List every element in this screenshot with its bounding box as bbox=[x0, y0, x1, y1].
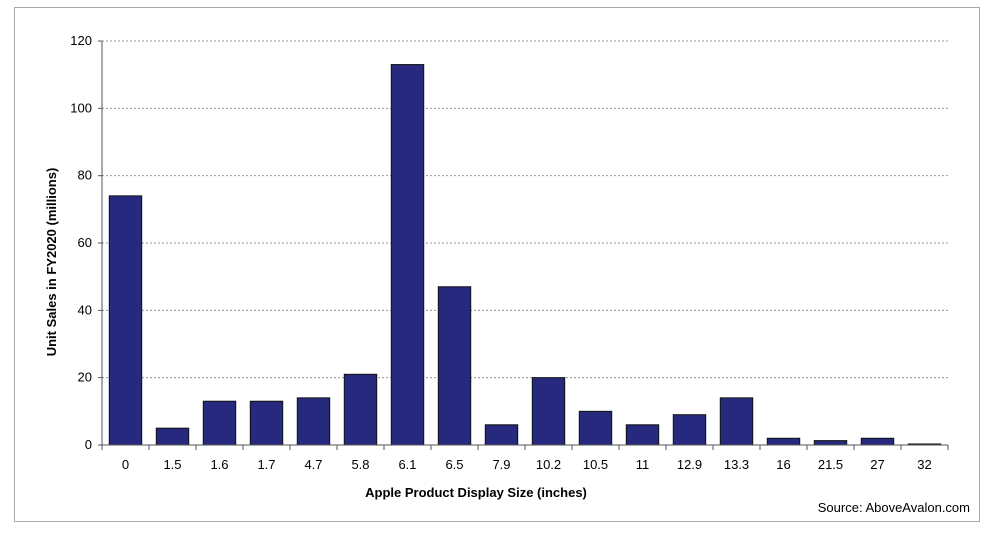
y-tick-label: 0 bbox=[85, 437, 92, 452]
x-tick-label: 1.6 bbox=[210, 457, 228, 472]
x-tick-label: 7.9 bbox=[492, 457, 510, 472]
bar-series bbox=[108, 64, 942, 446]
x-tick-label: 1.7 bbox=[257, 457, 275, 472]
source-note: Source: AboveAvalon.com bbox=[818, 500, 970, 515]
y-tick-label: 120 bbox=[70, 33, 92, 48]
bar-4.7 bbox=[296, 397, 331, 446]
x-tick-label: 13.3 bbox=[724, 457, 749, 472]
bar-10.2 bbox=[531, 377, 566, 446]
bar-6.1 bbox=[390, 64, 425, 446]
grid-lines bbox=[102, 40, 948, 379]
x-tick-label: 10.2 bbox=[536, 457, 561, 472]
bar-7.9 bbox=[484, 424, 519, 446]
x-tick-label: 10.5 bbox=[583, 457, 608, 472]
x-tick-label: 5.8 bbox=[351, 457, 369, 472]
x-tick-label: 16 bbox=[776, 457, 790, 472]
y-tick-label: 40 bbox=[78, 302, 92, 317]
x-tick-label: 6.5 bbox=[445, 457, 463, 472]
bar-10.5 bbox=[578, 410, 613, 446]
x-tick-label: 11 bbox=[636, 457, 650, 472]
bar-1.7 bbox=[249, 400, 284, 446]
x-tick-label: 1.5 bbox=[163, 457, 181, 472]
axes bbox=[98, 40, 949, 450]
x-tick-label: 6.1 bbox=[398, 457, 416, 472]
x-tick-label: 32 bbox=[917, 457, 931, 472]
x-tick-label: 0 bbox=[122, 457, 129, 472]
y-axis-title: Unit Sales in FY2020 (millions) bbox=[44, 168, 59, 357]
bar-12.9 bbox=[672, 414, 707, 446]
bar-21.5 bbox=[813, 440, 848, 446]
bar-1.6 bbox=[202, 400, 237, 446]
y-tick-label: 20 bbox=[78, 370, 92, 385]
bar-27 bbox=[860, 437, 895, 446]
bar-13.3 bbox=[719, 397, 754, 446]
bar-16 bbox=[766, 437, 801, 446]
x-tick-labels: 0 1.5 1.6 1.7 4.7 5.8 6.1 6.5 7.9 10.2 10.5 11 12.9 1… bbox=[122, 457, 932, 472]
x-tick-label: 27 bbox=[870, 457, 884, 472]
x-tick-label: 4.7 bbox=[304, 457, 322, 472]
bar-5.8 bbox=[343, 373, 378, 446]
bar-1.5 bbox=[155, 427, 190, 446]
x-axis-title: Apple Product Display Size (inches) bbox=[365, 485, 587, 500]
bar-6.5 bbox=[437, 286, 472, 446]
x-tick-label: 12.9 bbox=[677, 457, 702, 472]
x-tick-label: 21.5 bbox=[818, 457, 843, 472]
y-tick-labels: 0 20 40 60 80 100 120 bbox=[70, 33, 92, 452]
y-tick-label: 60 bbox=[78, 235, 92, 250]
y-tick-label: 100 bbox=[70, 100, 92, 115]
bar-11 bbox=[625, 424, 660, 446]
y-tick-label: 80 bbox=[78, 168, 92, 183]
bar-0 bbox=[108, 195, 143, 446]
